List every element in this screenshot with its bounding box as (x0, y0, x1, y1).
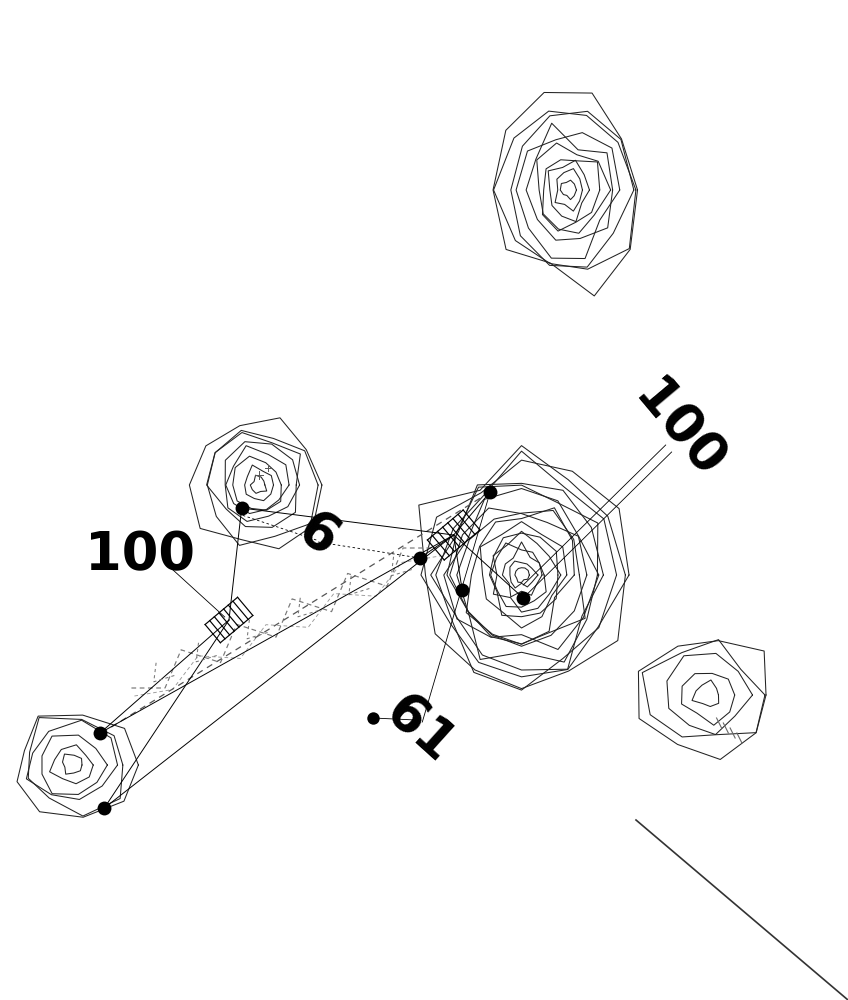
Point (413, 550, 427, 566)
Point (516, 590, 530, 606)
Text: 100: 100 (85, 529, 195, 581)
Text: 100: 100 (623, 371, 734, 489)
Point (366, 710, 380, 726)
Point (483, 484, 497, 500)
Point (93, 725, 107, 741)
Point (235, 500, 248, 516)
Text: 61: 61 (375, 686, 465, 774)
Point (98, 800, 111, 816)
Point (455, 582, 469, 598)
Text: 6: 6 (288, 503, 348, 567)
